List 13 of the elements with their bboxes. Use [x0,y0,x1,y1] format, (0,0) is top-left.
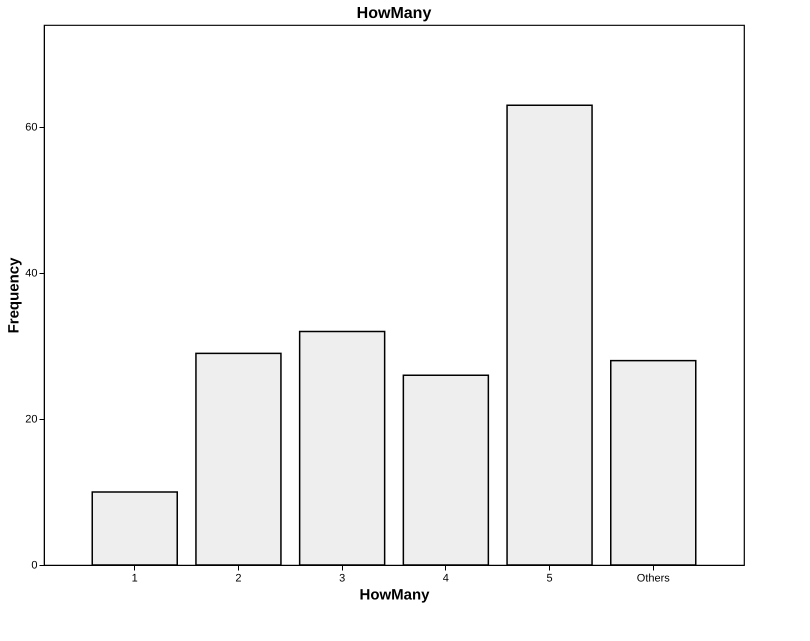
chart-title: HowMany [356,5,432,22]
y-tick-label: 20 [25,414,38,426]
y-tick-label: 40 [25,268,38,280]
x-tick-label: Others [636,572,670,584]
x-tick-label: 3 [339,572,346,584]
x-axis-title: HowMany [359,586,430,604]
x-tick-label: 4 [442,572,449,584]
x-tick-label: 5 [546,572,553,584]
y-tick-label: 60 [25,122,38,134]
x-tick-label: 1 [132,572,138,584]
y-tick-label: 0 [31,560,38,572]
x-tick-label: 2 [235,572,242,584]
y-axis-title: Frequency [5,256,22,334]
